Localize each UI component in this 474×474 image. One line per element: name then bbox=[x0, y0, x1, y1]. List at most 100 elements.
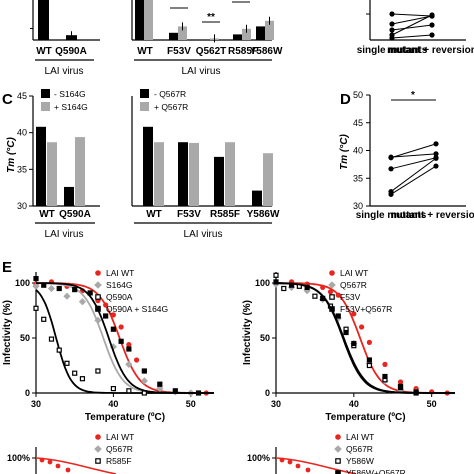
bottom-right-data-point bbox=[305, 467, 311, 473]
d-y-axis-title: Tm (°C) bbox=[339, 134, 350, 170]
e-left-data-point bbox=[140, 377, 148, 385]
c-y-axis-title: Tm (°C) bbox=[6, 137, 17, 173]
e-right-data-point bbox=[382, 373, 388, 380]
c-left-tick-label: WT bbox=[39, 209, 55, 220]
e-left-data-point bbox=[72, 370, 78, 376]
e-left-data-point bbox=[33, 276, 39, 282]
e-right-data-point bbox=[366, 362, 372, 369]
e-right-legend-label: LAI WT bbox=[340, 268, 368, 278]
e-left-legend-marker bbox=[94, 281, 102, 289]
d-tick-label: mutant + reversion bbox=[391, 210, 474, 221]
e-left-legend-marker bbox=[95, 294, 101, 300]
top-left-tick-label: Q590A bbox=[55, 46, 87, 57]
e-left-data-point bbox=[134, 357, 140, 363]
bottom-right-legend-marker bbox=[335, 434, 341, 440]
e-left-y-tick-label: 100 bbox=[15, 278, 30, 288]
e-left-data-point bbox=[103, 302, 109, 308]
d-point bbox=[433, 141, 439, 147]
d-pair-line bbox=[390, 157, 437, 170]
e-right-data-point bbox=[281, 285, 287, 292]
e-right-data-point bbox=[335, 313, 341, 319]
e-right-data-point bbox=[397, 379, 404, 385]
e-left-x-tick-label: 30 bbox=[31, 399, 41, 409]
top-right-tick-label: mutant + reversion bbox=[387, 45, 474, 56]
top-right-point bbox=[389, 11, 395, 17]
e-left-data-point bbox=[126, 388, 132, 394]
bottom-left-legend-marker bbox=[94, 445, 102, 453]
e-left-x-axis-title: Temperature (ºC) bbox=[85, 412, 165, 423]
c-right-bar bbox=[263, 153, 273, 206]
top-left-group-label: LAI virus bbox=[45, 66, 84, 77]
bottom-left-data-point bbox=[65, 467, 71, 473]
bottom-right-legend-marker bbox=[335, 470, 341, 474]
e-left-data-point bbox=[157, 381, 163, 387]
top-mid-bar-grey bbox=[144, 0, 153, 40]
e-right-legend-marker bbox=[329, 306, 335, 312]
bottom-left-fit-curve bbox=[35, 457, 117, 474]
e-left-y-tick-label: 50 bbox=[20, 333, 30, 343]
e-left-data-point bbox=[103, 313, 109, 319]
c-y-tick-label: 30 bbox=[17, 201, 27, 211]
e-left-y-tick-label: 0 bbox=[25, 388, 30, 398]
top-right-point bbox=[429, 22, 435, 28]
e-left-data-point bbox=[118, 324, 124, 330]
c-right-legend-swatch bbox=[140, 102, 149, 111]
c-left-legend-label: + S164G bbox=[54, 102, 88, 112]
c-left-bar bbox=[36, 126, 46, 206]
e-right-x-tick-label: 30 bbox=[271, 399, 281, 409]
e-right-data-point bbox=[366, 357, 372, 363]
e-left-data-point bbox=[78, 298, 87, 306]
e-left-data-point bbox=[63, 292, 71, 300]
e-left-legend-marker bbox=[95, 306, 101, 312]
c-right-tick-label: F53V bbox=[177, 209, 201, 220]
e-left-data-point bbox=[126, 342, 132, 348]
bottom-left-data-point bbox=[47, 459, 53, 465]
c-right-legend-label: + Q567R bbox=[154, 102, 188, 112]
bottom-right-legend-marker bbox=[334, 445, 342, 453]
e-left-data-point bbox=[32, 282, 40, 290]
e-left-legend-label: LAI WT bbox=[106, 268, 134, 278]
e-left-data-point bbox=[126, 346, 132, 352]
c-right-bar bbox=[214, 156, 224, 206]
d-point bbox=[388, 166, 394, 172]
bottom-left-legend-marker bbox=[95, 458, 101, 464]
bottom-right-legend-label: Y586W+Q567R bbox=[346, 468, 406, 474]
top-mid-significance: ** bbox=[207, 12, 215, 23]
top-right-pair-line bbox=[391, 24, 433, 31]
top-mid-tick-label: F53V bbox=[167, 46, 191, 57]
e-right-data-point bbox=[397, 384, 404, 391]
d-point bbox=[388, 155, 394, 161]
bottom-right-data-point bbox=[287, 459, 293, 465]
e-left-data-point bbox=[48, 336, 55, 342]
e-left-data-point bbox=[110, 326, 116, 332]
e-right-y-tick-label: 100 bbox=[255, 278, 270, 288]
e-left-legend-label: Q590A + S164G bbox=[106, 304, 168, 314]
e-right-data-point bbox=[382, 361, 388, 367]
c-left-tick-label: Q590A bbox=[59, 209, 91, 220]
e-left-data-point bbox=[156, 385, 164, 393]
e-left-data-point bbox=[195, 390, 202, 396]
e-left-data-point bbox=[172, 388, 178, 394]
top-right-point bbox=[389, 35, 395, 41]
e-left-data-point bbox=[56, 347, 62, 353]
e-left-data-point bbox=[79, 376, 86, 382]
bottom-right-legend-label: Y586W bbox=[346, 456, 374, 466]
top-mid-tick-label: Y586W bbox=[250, 46, 283, 57]
top-right-point bbox=[429, 32, 435, 38]
e-right-data-point bbox=[288, 282, 295, 288]
c-right-bar bbox=[225, 142, 235, 206]
bottom-right-y-tick-label: 100% bbox=[247, 453, 270, 463]
e-right-data-point bbox=[335, 292, 341, 298]
c-y-tick-label: 35 bbox=[17, 164, 27, 174]
c-left-bar bbox=[75, 137, 85, 206]
e-right-data-point bbox=[351, 340, 357, 347]
c-right-legend-swatch bbox=[140, 89, 149, 98]
e-left-data-point bbox=[47, 284, 56, 293]
e-right-fit-curve-3 bbox=[275, 282, 455, 394]
c-left-group-label: LAI virus bbox=[45, 229, 84, 240]
c-right-bar bbox=[252, 190, 262, 206]
bottom-left-legend-label: R585F bbox=[106, 456, 132, 466]
e-left-data-point bbox=[33, 305, 39, 311]
